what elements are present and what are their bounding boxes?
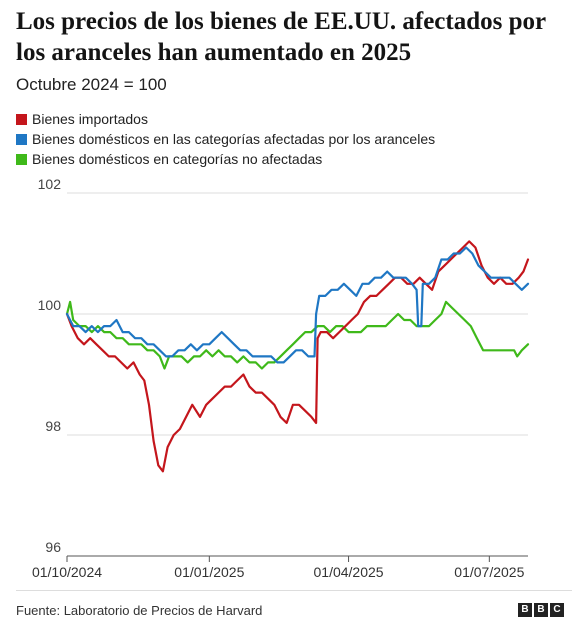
legend-label-imported: Bienes importados [32,111,148,127]
chart-subtitle: Octubre 2024 = 100 [16,75,167,94]
legend-swatch-domestic-affected [16,133,27,145]
bbc-logo-letter: B [518,603,532,617]
legend-label-domestic-unaffected: Bienes domésticos en categorías no afect… [32,151,323,167]
y-tick-label: 100 [38,297,62,313]
y-tick-label: 102 [38,176,62,192]
x-tick-label: 01/04/2025 [314,564,384,580]
gridlines [67,192,528,436]
legend-item-domestic-affected: Bienes domésticos en las categorías afec… [16,129,435,149]
bbc-logo: B B C [518,603,564,617]
source-note: Fuente: Laboratorio de Precios de Harvar… [16,603,263,618]
chart-title: Los precios de los bienes de EE.UU. afec… [16,8,546,66]
bbc-logo-letter: C [550,603,564,617]
bbc-logo-letter: B [534,603,548,617]
legend: Bienes importados Bienes domésticos en l… [16,109,435,169]
x-axis: 01/10/2024 01/01/2025 01/04/2025 01/07/2025 [32,555,528,580]
x-tick-label: 01/07/2025 [454,564,524,580]
x-tick-label: 01/10/2024 [32,564,102,580]
footer-divider [16,590,572,591]
series-line-1 [65,246,530,364]
legend-swatch-imported [16,113,27,125]
series-line-0 [65,240,530,473]
legend-label-domestic-affected: Bienes domésticos en las categorías afec… [32,131,436,147]
series-line-2 [65,300,530,370]
x-tick-label: 01/01/2025 [174,564,244,580]
line-chart: 01/10/2024 01/01/2025 01/04/2025 01/07/2025… [32,176,530,580]
y-tick-label: 96 [45,539,61,555]
legend-swatch-domestic-unaffected [16,153,27,165]
y-tick-labels: 102 100 98 96 [38,176,62,555]
legend-item-imported: Bienes importados [16,109,435,129]
series-lines [65,240,530,473]
legend-item-domestic-unaffected: Bienes domésticos en categorías no afect… [16,149,435,169]
y-tick-label: 98 [45,418,61,434]
